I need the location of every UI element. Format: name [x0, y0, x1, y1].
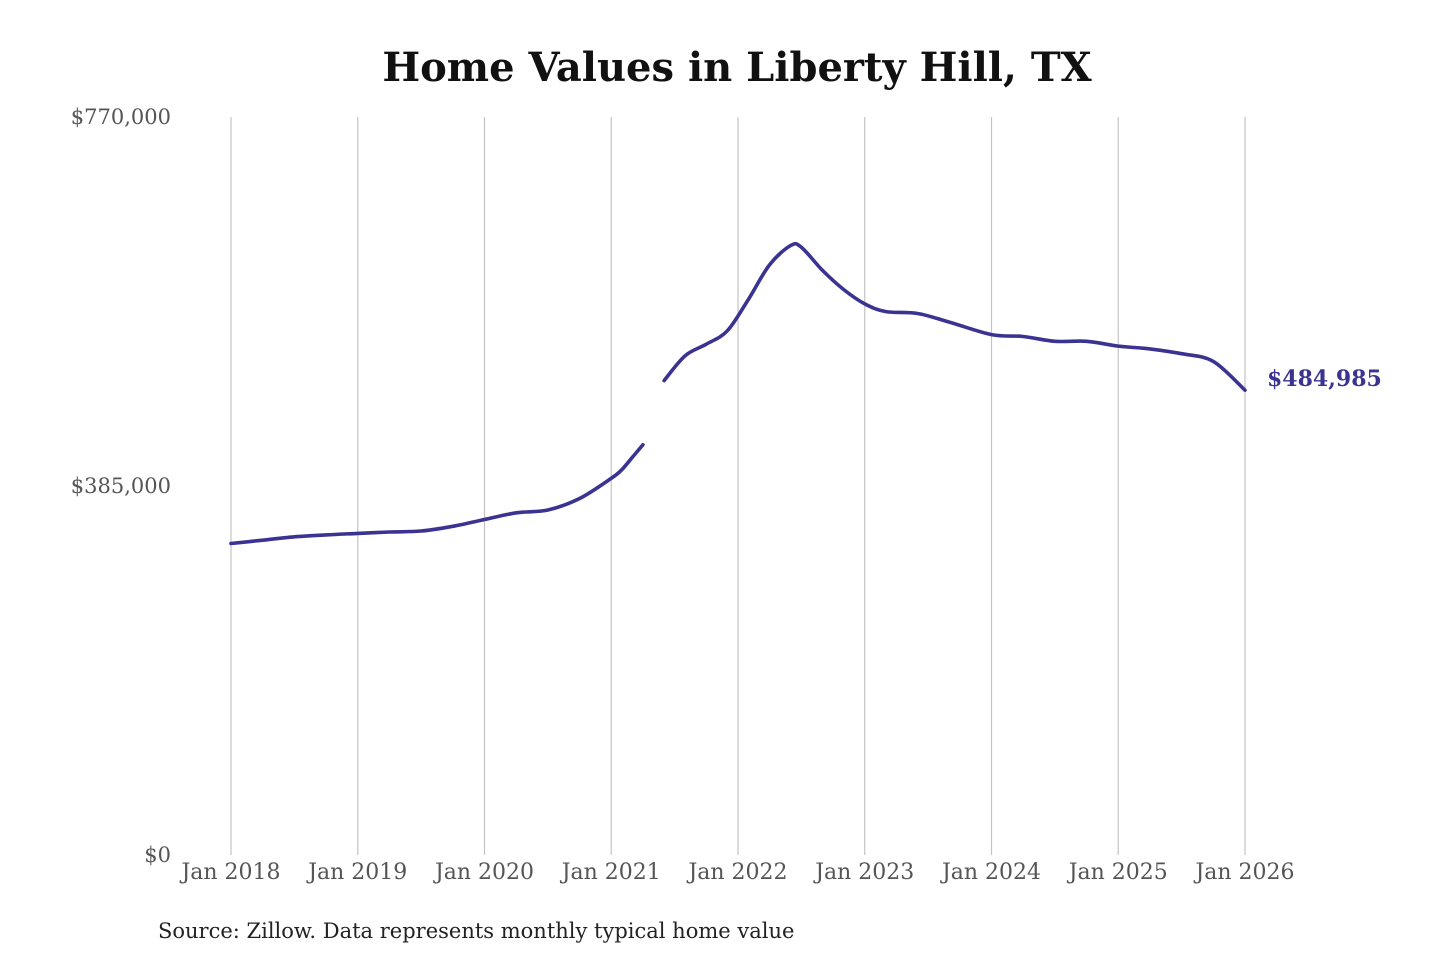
x-axis-tick-labels: Jan 2018 Jan 2019 Jan 2020 Jan 2021 Jan 2022… — [179, 860, 1294, 885]
x-tick-label: Jan 2025 — [1067, 860, 1168, 885]
series-line-segment — [229, 443, 645, 546]
y-tick-label-bottom: $0 — [144, 843, 171, 867]
source-note: Source: Zillow. Data represents monthly … — [158, 919, 794, 943]
home-value-series — [229, 241, 1247, 546]
x-tick-label: Jan 2021 — [560, 860, 661, 885]
chart-title: Home Values in Liberty Hill, TX — [382, 44, 1091, 91]
x-tick-label: Jan 2026 — [1193, 860, 1294, 885]
x-tick-label: Jan 2018 — [179, 860, 280, 885]
x-tick-label: Jan 2024 — [940, 860, 1041, 885]
x-tick-label: Jan 2023 — [813, 860, 914, 885]
y-tick-label-top: $770,000 — [71, 105, 171, 129]
x-tick-label: Jan 2022 — [686, 860, 787, 885]
end-value-label: $484,985 — [1267, 366, 1382, 392]
y-axis-tick-labels: $770,000 $385,000 $0 — [71, 105, 171, 867]
y-tick-label-middle: $385,000 — [71, 474, 171, 498]
series-line-segment — [662, 241, 1247, 392]
x-tick-label: Jan 2020 — [433, 860, 534, 885]
vertical-gridlines — [230, 117, 1246, 855]
x-tick-label: Jan 2019 — [306, 860, 407, 885]
